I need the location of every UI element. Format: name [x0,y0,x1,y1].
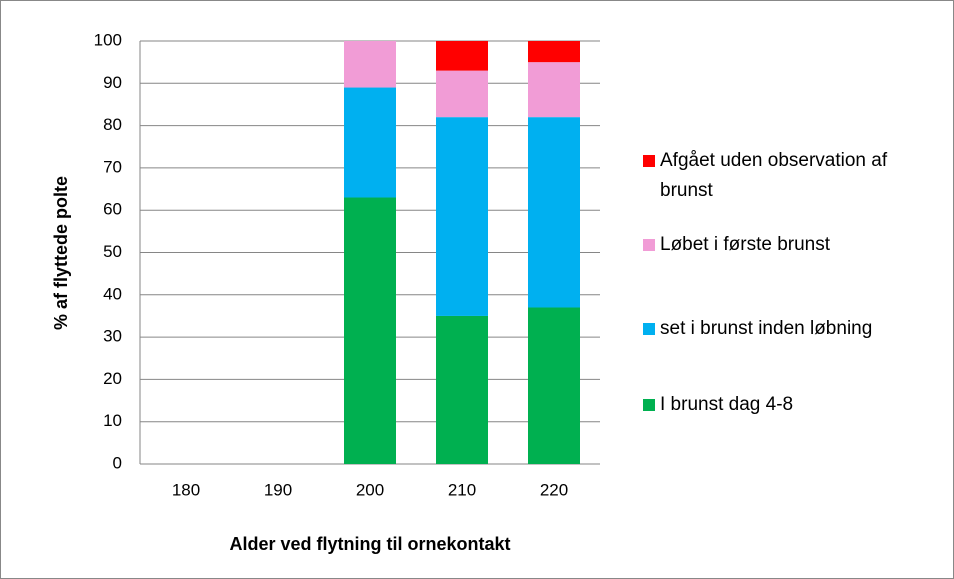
bar-segment [528,117,580,308]
legend-label: I brunst dag 4-8 [660,394,794,415]
legend-swatch [643,239,655,251]
y-tick-label: 20 [103,369,122,388]
y-tick-label: 70 [103,157,122,176]
y-tick-label: 40 [103,284,122,303]
y-tick-label: 80 [103,115,122,134]
legend-swatch [643,399,655,411]
bar-segment [344,197,396,464]
y-axis-title: % af flyttede polte [51,176,71,330]
bar-segment [344,87,396,198]
y-tick-label: 0 [113,453,122,472]
x-axis-title: Alder ved flytning til ornekontakt [229,534,510,554]
bar-segment [436,315,488,464]
x-tick-label: 190 [264,480,292,499]
bar-segment [528,41,580,63]
y-tick-label: 100 [94,30,122,49]
legend-label: set i brunst inden løbning [660,318,873,339]
legend-item: set i brunst inden løbning [643,314,943,344]
x-tick-label: 200 [356,480,384,499]
legend-item: I brunst dag 4-8 [643,390,943,420]
bar-segment [436,70,488,118]
x-tick-label: 210 [448,480,476,499]
bar-segment [436,41,488,71]
legend-item: Afgået uden observation af brunst [643,146,943,206]
bar-segment [528,307,580,464]
y-tick-label: 60 [103,200,122,219]
y-tick-label: 90 [103,73,122,92]
bar-segment [344,41,396,88]
legend-swatch [643,323,655,335]
legend-label: Afgået uden observation af brunst [660,150,888,201]
legend-swatch [643,155,655,167]
y-tick-label: 50 [103,242,122,261]
legend-item: Løbet i første brunst [643,230,943,260]
y-tick-label: 30 [103,327,122,346]
bar-segment [436,117,488,316]
legend-label: Løbet i første brunst [660,234,831,255]
y-tick-label: 10 [103,411,122,430]
bar-segment [528,62,580,118]
x-tick-label: 220 [540,480,568,499]
x-tick-label: 180 [172,480,200,499]
